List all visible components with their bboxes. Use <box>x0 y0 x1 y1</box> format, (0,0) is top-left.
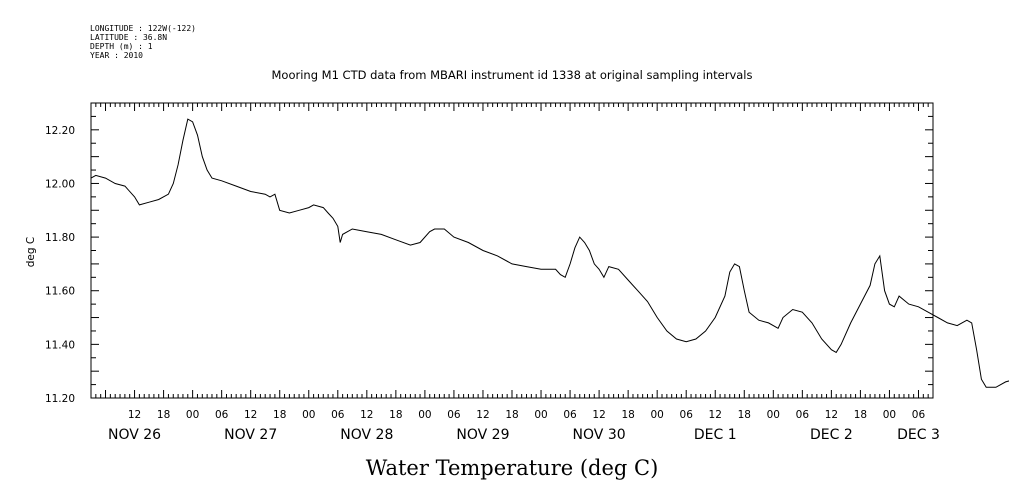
x-hour-label: 00 <box>767 409 780 421</box>
meta-longitude: LONGITUDE : 122W(-122) <box>90 24 196 33</box>
x-day-label: NOV 29 <box>456 427 509 443</box>
x-axis-tick-labels: 12 18 00 06 12 18 00 06 12 18 00 06 12 18 00 06 12 18 00 06… <box>108 409 940 443</box>
x-hour-label: 06 <box>331 409 345 421</box>
x-hour-label: 06 <box>215 409 229 421</box>
y-axis-label: deg C <box>25 237 37 267</box>
x-day-label: DEC 2 <box>810 427 853 443</box>
x-hour-label: 00 <box>534 409 547 421</box>
x-day-label: NOV 30 <box>573 427 626 443</box>
x-day-label: NOV 27 <box>224 427 277 443</box>
x-hour-label: 18 <box>157 409 170 421</box>
x-hour-label: 12 <box>128 409 141 421</box>
y-tick-label: 11.80 <box>45 232 75 244</box>
y-tick-label: 11.40 <box>45 339 75 351</box>
x-hour-label: 12 <box>244 409 257 421</box>
x-day-label: NOV 28 <box>340 427 393 443</box>
x-hour-label: 06 <box>796 409 810 421</box>
x-hour-label: 12 <box>476 409 489 421</box>
x-axis-ticks <box>90 103 934 398</box>
y-tick-label: 12.00 <box>45 178 75 190</box>
y-axis-tick-labels: 11.20 11.40 11.60 11.80 12.00 12.20 <box>45 125 75 405</box>
x-hour-label: 12 <box>709 409 722 421</box>
meta-depth: DEPTH (m) : 1 <box>90 42 153 51</box>
plot-frame <box>90 102 934 399</box>
y-axis-ticks <box>91 102 933 399</box>
x-hour-label: 18 <box>738 409 751 421</box>
x-hour-label: 12 <box>592 409 605 421</box>
water-temperature-line <box>90 118 1009 388</box>
x-day-label: DEC 1 <box>694 427 737 443</box>
x-hour-label: 06 <box>563 409 577 421</box>
x-hour-label: 18 <box>273 409 286 421</box>
x-day-label: NOV 26 <box>108 427 161 443</box>
x-hour-label: 00 <box>650 409 663 421</box>
x-hour-label: 06 <box>680 409 694 421</box>
x-hour-label: 12 <box>360 409 373 421</box>
x-hour-label: 00 <box>186 409 199 421</box>
x-hour-label: 12 <box>825 409 838 421</box>
x-hour-label: 18 <box>621 409 634 421</box>
metadata-block: LONGITUDE : 122W(-122) LATITUDE : 36.8N … <box>90 24 196 60</box>
meta-year: YEAR : 2010 <box>90 51 143 60</box>
x-hour-label: 18 <box>854 409 867 421</box>
y-tick-label: 11.60 <box>45 286 75 298</box>
x-hour-label: 18 <box>505 409 518 421</box>
y-tick-label: 11.20 <box>45 393 75 405</box>
x-hour-label: 00 <box>418 409 431 421</box>
x-hour-label: 06 <box>912 409 926 421</box>
meta-latitude: LATITUDE : 36.8N <box>90 33 167 42</box>
x-hour-label: 00 <box>302 409 315 421</box>
x-hour-label: 18 <box>389 409 402 421</box>
x-axis-label: Water Temperature (deg C) <box>366 456 659 480</box>
x-hour-label: 06 <box>447 409 461 421</box>
x-day-label: DEC 3 <box>897 427 940 443</box>
y-tick-label: 12.20 <box>45 125 75 137</box>
chart-title: Mooring M1 CTD data from MBARI instrumen… <box>272 68 753 82</box>
x-hour-label: 00 <box>883 409 896 421</box>
